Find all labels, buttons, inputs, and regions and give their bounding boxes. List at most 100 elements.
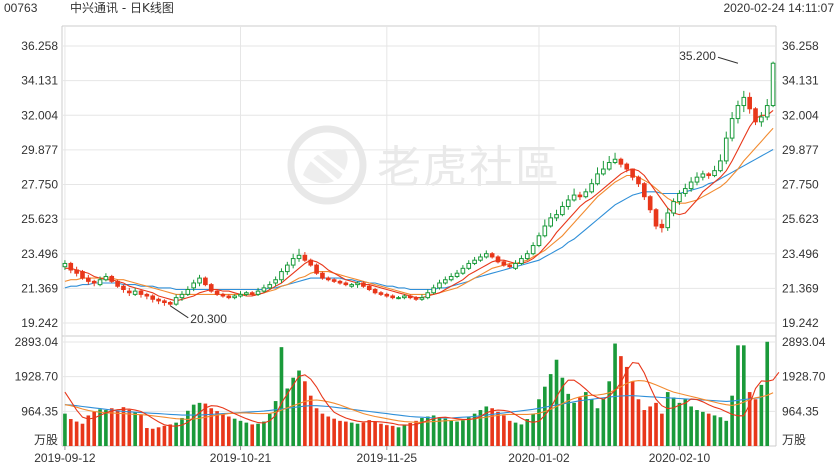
volume-bar-down (250, 424, 255, 446)
candle-body-up (273, 279, 278, 284)
candle-body-down (390, 295, 395, 299)
volume-bar-down (706, 413, 711, 446)
volume-bar-up (285, 388, 290, 446)
candle-body-down (121, 285, 126, 290)
volume-bar-up (256, 423, 260, 446)
candle-body-up (355, 282, 360, 286)
price-tick-label-left: 25.623 (21, 212, 58, 226)
volume-bar-down (326, 416, 331, 446)
candle-body-down (361, 282, 366, 287)
volume-bar-up (449, 420, 454, 446)
annotation-leader-line (717, 56, 739, 64)
volume-bar-up (701, 411, 705, 446)
candle-body-down (489, 253, 495, 258)
volume-bar-up (607, 381, 612, 446)
volume-bar-up (466, 417, 471, 446)
volume-tick-label-left: 2893.04 (15, 335, 59, 349)
date-tick-label: 2019-11-25 (357, 451, 418, 465)
candle-body-down (407, 295, 413, 299)
volume-bar-down (332, 418, 336, 446)
volume-bar-down (303, 381, 307, 446)
volume-bar-down (74, 421, 79, 446)
volume-bar-down (384, 425, 389, 446)
volume-bar-up (63, 413, 67, 446)
volume-bar-up (262, 421, 266, 446)
candle-body-up (454, 272, 460, 277)
volume-bar-down (314, 408, 319, 446)
candle-body-up (132, 290, 138, 295)
chart-title: 中兴通讯 - 日K线图 (70, 0, 174, 15)
volume-bar-up (267, 413, 272, 446)
volume-tick-label-right: 1928.70 (782, 370, 826, 384)
volume-tick-label-right: 2893.04 (782, 335, 826, 349)
volume-bar-down (578, 397, 582, 446)
volume-bar-down (507, 420, 512, 446)
volume-bar-up (695, 410, 699, 446)
volume-bar-down (127, 409, 132, 446)
price-tick-label-right: 27.750 (782, 178, 819, 192)
candle-body-down (226, 295, 232, 299)
candle-body-up (530, 245, 536, 255)
candle-body-up (483, 253, 489, 258)
candle-body-down (647, 196, 653, 211)
volume-bar-up (665, 392, 670, 446)
candle-body-down (325, 277, 331, 281)
volume-bar-up (601, 399, 606, 446)
volume-bar-down (660, 413, 664, 446)
candle-body-down (618, 158, 624, 165)
volume-bar-up (519, 424, 524, 446)
volume-bar-down (156, 427, 161, 446)
volume-bar-down (203, 403, 208, 446)
candle-body-up (671, 201, 676, 214)
volume-bar-up (671, 397, 676, 446)
candle-body-down (366, 285, 372, 290)
volume-bar-up (443, 418, 448, 446)
candle-body-down (320, 272, 325, 279)
volume-bar-up (478, 410, 483, 446)
candle-body-up (466, 262, 472, 269)
volume-bar-up (765, 341, 770, 446)
price-tick-label-left: 27.750 (21, 178, 58, 192)
candle-body-down (167, 302, 173, 305)
candle-body-up (524, 253, 530, 260)
volume-bar-down (490, 408, 494, 446)
candle-body-up (396, 297, 401, 300)
candle-body-up (560, 205, 565, 216)
candle-body-down (115, 280, 120, 287)
volume-bar-down (373, 421, 377, 446)
candle-body-up (244, 292, 249, 295)
candle-body-down (109, 275, 115, 282)
candle-body-down (378, 292, 384, 295)
volume-ma-mid-line (64, 380, 774, 423)
volume-bar-down (139, 414, 143, 446)
candle-body-up (688, 181, 694, 190)
candle-body-up (700, 173, 706, 178)
volume-bar-down (642, 410, 647, 446)
candle-body-up (419, 297, 425, 300)
price-tick-label-left: 34.131 (21, 74, 58, 88)
candle-body-up (718, 160, 723, 172)
candle-body-down (337, 280, 343, 284)
candle-body-up (606, 162, 612, 170)
volume-bar-down (80, 423, 85, 446)
volume-bar-up (425, 416, 430, 446)
volume-bar-up (537, 399, 541, 446)
volume-tick-label-right: 964.35 (782, 404, 819, 418)
volume-bar-up (133, 412, 137, 446)
candle-body-down (413, 297, 419, 300)
volume-bar-up (566, 393, 571, 446)
price-tick-label-right: 29.877 (782, 143, 819, 157)
volume-bar-down (630, 381, 635, 446)
price-tick-label-right: 25.623 (782, 212, 819, 226)
price-ma-short-line (64, 109, 774, 302)
volume-bar-up (724, 420, 729, 446)
candle-body-up (513, 262, 518, 269)
price-tick-label-right: 23.496 (782, 247, 819, 261)
price-tick-label-left: 29.877 (21, 143, 58, 157)
candle-body-down (331, 279, 337, 282)
candle-body-up (431, 287, 436, 294)
candle-body-up (729, 118, 735, 139)
volume-bar-down (92, 411, 97, 446)
volume-bar-up (689, 406, 693, 446)
volume-bar-down (338, 420, 342, 446)
